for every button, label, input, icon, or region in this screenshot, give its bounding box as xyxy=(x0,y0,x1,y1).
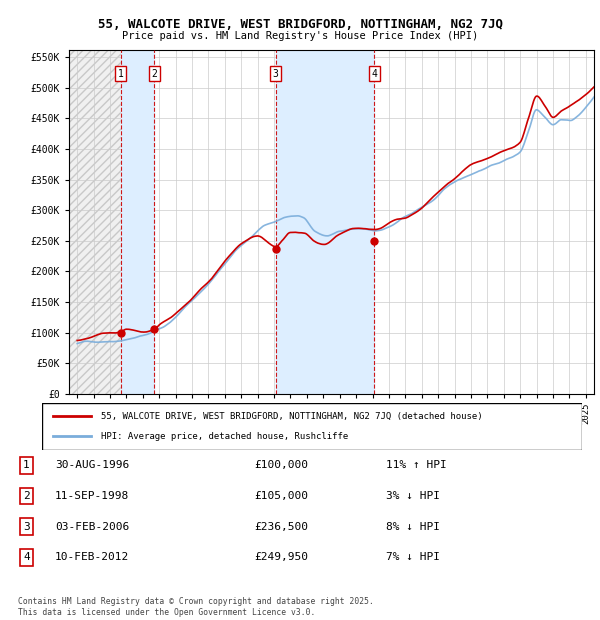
Text: 7% ↓ HPI: 7% ↓ HPI xyxy=(386,552,440,562)
Text: HPI: Average price, detached house, Rushcliffe: HPI: Average price, detached house, Rush… xyxy=(101,432,349,441)
Bar xyxy=(69,50,121,394)
Text: 55, WALCOTE DRIVE, WEST BRIDGFORD, NOTTINGHAM, NG2 7JQ: 55, WALCOTE DRIVE, WEST BRIDGFORD, NOTTI… xyxy=(97,19,503,31)
Text: £105,000: £105,000 xyxy=(254,491,308,501)
Text: 4: 4 xyxy=(371,69,377,79)
Text: 3% ↓ HPI: 3% ↓ HPI xyxy=(386,491,440,501)
Text: 4: 4 xyxy=(23,552,30,562)
Text: 1: 1 xyxy=(23,461,30,471)
Text: 2: 2 xyxy=(23,491,30,501)
Text: 30-AUG-1996: 30-AUG-1996 xyxy=(55,461,130,471)
Text: 1: 1 xyxy=(118,69,124,79)
Bar xyxy=(275,50,374,394)
Text: 11-SEP-1998: 11-SEP-1998 xyxy=(55,491,130,501)
Text: £236,500: £236,500 xyxy=(254,521,308,531)
Text: £249,950: £249,950 xyxy=(254,552,308,562)
Text: 3: 3 xyxy=(23,521,30,531)
Text: 2: 2 xyxy=(151,69,157,79)
Text: 55, WALCOTE DRIVE, WEST BRIDGFORD, NOTTINGHAM, NG2 7JQ (detached house): 55, WALCOTE DRIVE, WEST BRIDGFORD, NOTTI… xyxy=(101,412,483,420)
Text: Price paid vs. HM Land Registry's House Price Index (HPI): Price paid vs. HM Land Registry's House … xyxy=(122,31,478,41)
Text: 11% ↑ HPI: 11% ↑ HPI xyxy=(386,461,447,471)
Text: 03-FEB-2006: 03-FEB-2006 xyxy=(55,521,130,531)
Text: 8% ↓ HPI: 8% ↓ HPI xyxy=(386,521,440,531)
FancyBboxPatch shape xyxy=(42,403,582,450)
Text: 10-FEB-2012: 10-FEB-2012 xyxy=(55,552,130,562)
Text: £100,000: £100,000 xyxy=(254,461,308,471)
Text: 3: 3 xyxy=(272,69,278,79)
Text: Contains HM Land Registry data © Crown copyright and database right 2025.
This d: Contains HM Land Registry data © Crown c… xyxy=(18,598,374,617)
Bar xyxy=(121,50,154,394)
